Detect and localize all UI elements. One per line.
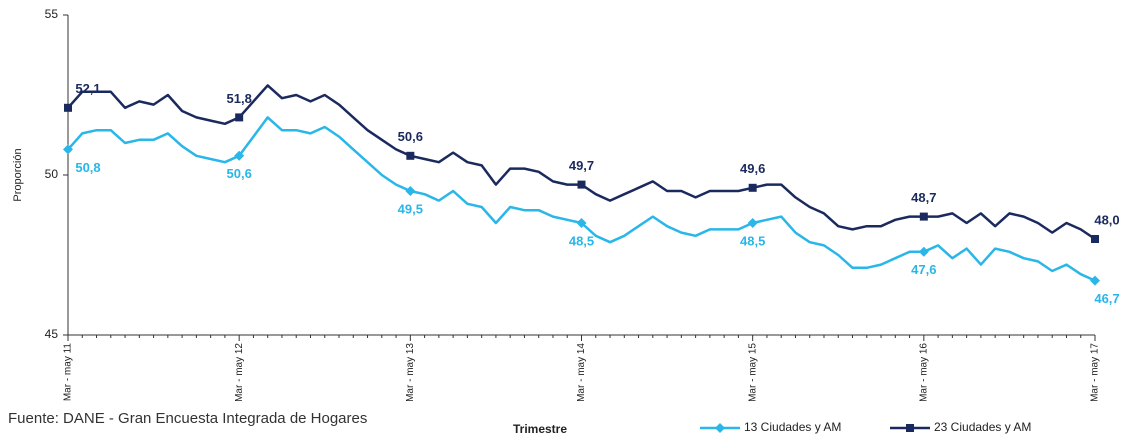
value-label: 50,6 (398, 129, 423, 144)
value-label: 52,1 (75, 81, 100, 96)
value-label: 50,8 (75, 160, 100, 175)
legend-marker (715, 423, 725, 433)
value-label: 46,7 (1094, 291, 1119, 306)
value-label: 49,6 (740, 161, 765, 176)
point-marker (406, 151, 415, 160)
value-label: 49,5 (398, 201, 423, 216)
legend-label: 23 Ciudades y AM (934, 420, 1031, 434)
x-axis-label: Trimestre (513, 422, 567, 436)
point-marker (64, 103, 72, 112)
value-label: 50,6 (227, 166, 252, 181)
series-line (67, 116, 1096, 282)
legend-marker (906, 424, 914, 432)
y-axis-label: Proporción (12, 148, 24, 201)
x-tick-label: Mar - may 12 (234, 343, 245, 402)
point-marker (918, 246, 929, 257)
value-label: 48,7 (911, 190, 936, 205)
legend-label: 13 Ciudades y AM (744, 420, 841, 434)
point-marker (235, 113, 244, 122)
y-tick-label: 45 (45, 327, 59, 341)
y-tick-label: 50 (45, 167, 59, 181)
value-label: 48,0 (1094, 212, 1119, 227)
x-tick-label: Mar - may 17 (1090, 343, 1101, 402)
value-label: 48,5 (740, 233, 765, 248)
x-tick-label: Mar - may 15 (747, 343, 758, 402)
y-tick-label: 55 (45, 7, 59, 21)
point-marker (747, 218, 758, 228)
point-marker (748, 183, 757, 192)
point-marker (1091, 235, 1099, 243)
point-marker (63, 144, 73, 155)
point-marker (577, 180, 586, 189)
point-marker (1090, 275, 1100, 286)
x-tick-label: Mar - may 14 (576, 343, 587, 402)
x-tick-label: Mar - may 13 (405, 343, 416, 402)
value-label: 48,5 (569, 233, 594, 248)
source: Fuente: DANE - Gran Encuesta Integrada d… (8, 410, 367, 427)
point-marker (576, 218, 587, 228)
point-marker (234, 150, 245, 161)
point-marker (405, 186, 416, 196)
value-label: 47,6 (911, 262, 936, 277)
value-label: 51,8 (227, 91, 252, 106)
x-tick-label: Mar - may 11 (63, 343, 74, 402)
value-label: 49,7 (569, 158, 594, 173)
x-tick-label: Mar - may 16 (918, 343, 929, 402)
point-marker (919, 212, 928, 221)
